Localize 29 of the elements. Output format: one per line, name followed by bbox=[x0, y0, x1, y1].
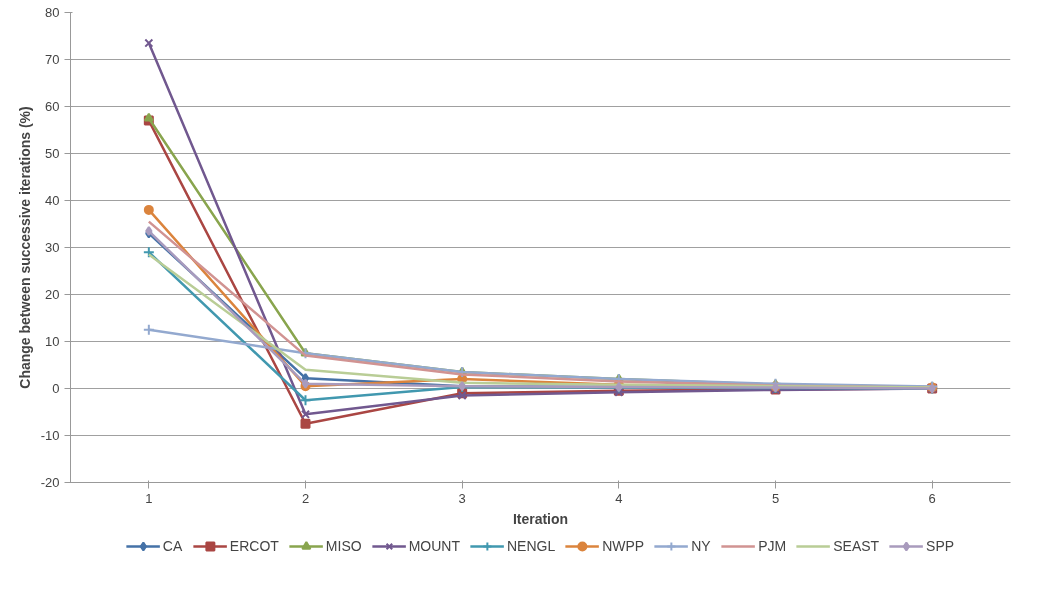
x-tick-label: 5 bbox=[771, 490, 780, 506]
x-tick-label: 1 bbox=[145, 490, 153, 506]
x-tick-label: 2 bbox=[301, 490, 310, 506]
legend-label: CA bbox=[162, 538, 183, 554]
y-tick-label: 70 bbox=[45, 52, 60, 67]
x-axis-title: Iteration bbox=[512, 510, 569, 527]
y-tick-label: 50 bbox=[45, 146, 60, 161]
y-tick-label: 0 bbox=[52, 381, 60, 396]
x-tick-label: 4 bbox=[615, 490, 623, 506]
legend-label: NWPP bbox=[602, 538, 645, 554]
legend-label: PJM bbox=[758, 538, 787, 554]
y-tick-label: -10 bbox=[40, 428, 60, 443]
x-tick-label: 6 bbox=[928, 490, 936, 506]
legend-label: SEAST bbox=[833, 538, 880, 554]
legend-label: SPP bbox=[926, 538, 955, 554]
y-tick-label: 60 bbox=[45, 99, 60, 114]
legend-label: MOUNT bbox=[408, 538, 460, 554]
y-tick-label: 20 bbox=[45, 287, 60, 302]
legend-label: NY bbox=[691, 538, 712, 554]
y-tick-label: -20 bbox=[40, 475, 60, 490]
legend-label: NENGL bbox=[506, 538, 556, 554]
y-axis-title: Change between successive iterations (%) bbox=[16, 106, 33, 389]
legend-label: MISO bbox=[325, 538, 362, 554]
y-tick-label: 80 bbox=[45, 5, 60, 20]
y-tick-label: 10 bbox=[45, 334, 60, 349]
y-tick-label: 30 bbox=[45, 240, 60, 255]
x-tick-label: 3 bbox=[458, 490, 466, 506]
legend-label: ERCOT bbox=[229, 538, 279, 554]
y-tick-label: 40 bbox=[45, 193, 60, 208]
